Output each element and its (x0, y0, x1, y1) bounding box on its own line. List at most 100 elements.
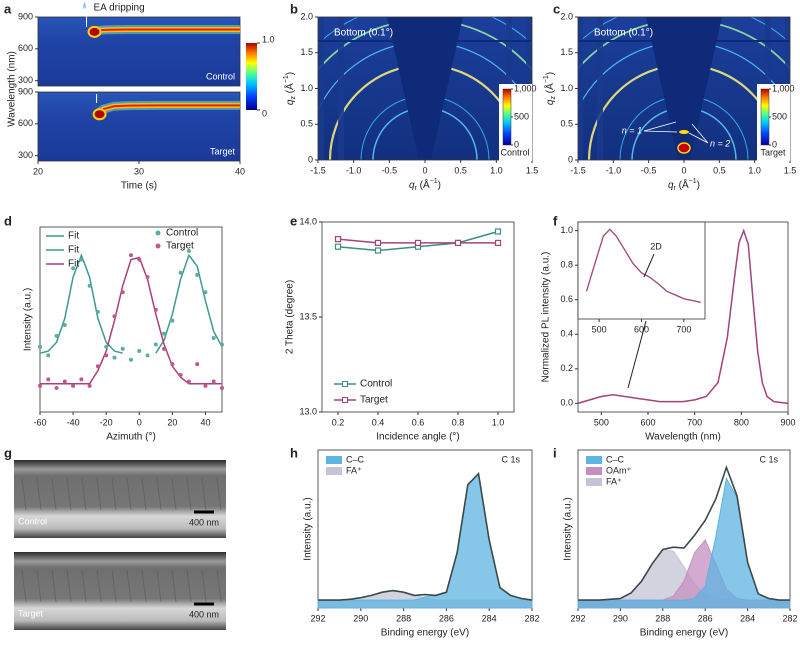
x-axis-label-part: ) (438, 180, 441, 191)
y-tick-label: 14.0 (299, 216, 317, 226)
y-tick-label: 0 (568, 154, 573, 164)
x-tick-label: 286 (698, 613, 713, 623)
sem-texture (186, 477, 192, 511)
data-point (186, 248, 191, 253)
y-axis-label-part: (Å (283, 83, 296, 96)
y-tick-label: 13.5 (299, 311, 317, 321)
x-tick-label: 700 (687, 417, 702, 427)
inset-background (578, 222, 705, 319)
data-point (153, 307, 158, 312)
x-tick-label: 800 (734, 417, 749, 427)
legend-swatch (586, 467, 602, 475)
legend-marker (155, 243, 161, 249)
y-tick-label: 0.5 (560, 119, 573, 129)
sem-image (14, 552, 226, 630)
emission-streak (96, 104, 240, 116)
x-tick-label: 1.5 (526, 165, 539, 175)
x-tick-label: 288 (396, 613, 411, 623)
scale-bar-label: 400 nm (189, 517, 219, 527)
scattering-features (578, 17, 790, 160)
x-tick-label: 40 (200, 417, 210, 427)
y-tick-label: 600 (18, 43, 33, 53)
x-axis-label: Incidence angle (°) (376, 432, 460, 443)
y-tick-label: 0.4 (560, 329, 573, 339)
data-point (104, 353, 109, 358)
y-axis-label-part: z (290, 96, 297, 100)
colorbar-tick-label: 1,000 (514, 83, 537, 93)
x-axis-label: Binding energy (eV) (381, 628, 469, 639)
detector-gap (318, 17, 324, 160)
inset-annotation: 2D (650, 241, 662, 251)
data-point (186, 379, 191, 384)
plot-frame (37, 16, 241, 87)
legend-label: C–C (346, 454, 365, 464)
y-axis-label: 2 Theta (degree) (285, 280, 296, 354)
x-tick-label: 282 (524, 613, 539, 623)
x-tick-label: 20 (33, 166, 43, 176)
x-tick-label: -0.5 (641, 165, 657, 175)
y-axis-label-part: z (550, 96, 557, 100)
data-point (62, 379, 67, 384)
colorbar-tick-label: 1,000 (772, 83, 795, 93)
sem-texture (171, 477, 177, 511)
data-point (170, 362, 175, 367)
y-axis-label-part: (Å (543, 83, 556, 96)
annotation-arrow (643, 121, 677, 132)
data-line (155, 253, 223, 354)
x-axis-label-part: q (668, 180, 674, 191)
legend-swatch (326, 467, 342, 475)
sem-texture (21, 569, 27, 603)
y-tick-label: 0.5 (300, 119, 313, 129)
legend-marker (342, 381, 348, 387)
annotation-arrow (691, 123, 709, 144)
y-tick-label: 0.2 (560, 363, 573, 373)
y-axis-label: Intensity (a.u.) (303, 497, 314, 560)
sem-texture (201, 569, 207, 603)
sem-texture (201, 477, 207, 511)
x-axis-label: Binding energy (eV) (640, 628, 728, 639)
data-point (38, 344, 42, 349)
colorbar (246, 43, 257, 110)
legend-marker (155, 230, 161, 236)
x-tick-label: 1.5 (784, 165, 797, 175)
sem-texture (66, 477, 72, 511)
x-axis-label-part: r (415, 185, 418, 192)
sem-texture (111, 477, 117, 511)
x-tick-label: 500 (594, 417, 609, 427)
sem-texture (156, 477, 162, 511)
colorbar (760, 88, 770, 146)
x-axis-label-part: r (674, 185, 677, 192)
x-tick-label: -40 (67, 417, 80, 427)
x-tick-label: -1.0 (346, 165, 362, 175)
legend-swatch (326, 456, 342, 464)
data-point (120, 346, 125, 351)
data-point (54, 386, 59, 391)
sem-texture (126, 477, 132, 511)
y-tick-label: 1.5 (560, 47, 573, 57)
legend-label: FA⁺ (606, 476, 622, 486)
legend-label: Control (360, 379, 392, 390)
sem-texture (156, 569, 162, 603)
sem-texture (186, 569, 192, 603)
colorbar-tick-label: 0 (514, 139, 519, 149)
detector-gap (597, 17, 603, 160)
y-axis-label-part: ) (285, 72, 296, 75)
scale-bar-label: 400 nm (189, 609, 219, 619)
data-point (220, 342, 224, 347)
sem-texture (51, 477, 57, 511)
colorbar (502, 88, 512, 146)
x-tick-label: 0.4 (372, 417, 385, 427)
data-point (170, 318, 175, 323)
y-tick-label: 1.5 (300, 47, 313, 57)
data-point (87, 283, 92, 288)
data-marker (494, 239, 502, 246)
x-tick-label: 20 (167, 417, 177, 427)
legend-swatch (586, 478, 602, 486)
y-tick-label: 1.0 (300, 83, 313, 93)
x-axis-label-part: −1 (689, 178, 697, 185)
sem-texture (96, 477, 102, 511)
onset-spot (87, 25, 102, 38)
data-marker (494, 228, 502, 235)
colorbar-caption: Control (500, 147, 529, 157)
envelope-line (578, 465, 790, 601)
